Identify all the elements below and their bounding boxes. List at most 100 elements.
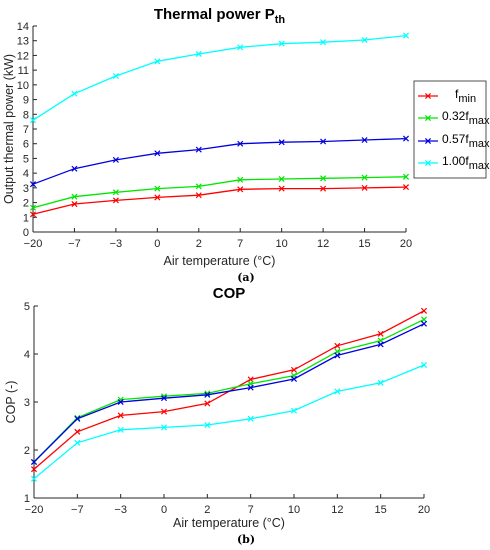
series-2 bbox=[29, 135, 410, 188]
data-point bbox=[160, 424, 168, 431]
x-tick-label: 20 bbox=[418, 504, 430, 516]
y-tick-label: 9 bbox=[23, 95, 29, 107]
y-tick-label: 4 bbox=[24, 349, 30, 361]
y-tick-label: 1 bbox=[23, 212, 29, 224]
data-point bbox=[320, 185, 327, 192]
x-tick-label: 2 bbox=[204, 504, 210, 516]
data-point bbox=[420, 362, 428, 369]
data-point bbox=[320, 39, 327, 46]
data-point bbox=[320, 138, 327, 145]
data-point bbox=[402, 32, 410, 39]
legend-entry-1: 0.32fmax bbox=[418, 109, 490, 127]
y-tick-label: 7 bbox=[23, 124, 29, 136]
data-point bbox=[154, 194, 161, 201]
data-point bbox=[74, 414, 81, 421]
y-tick-label: 2 bbox=[23, 198, 29, 210]
data-point bbox=[247, 384, 254, 391]
data-point bbox=[334, 352, 341, 359]
panel-label: (a) bbox=[237, 271, 255, 284]
data-point bbox=[278, 139, 285, 146]
data-point bbox=[290, 366, 298, 373]
y-tick-label: 10 bbox=[17, 80, 29, 92]
data-point bbox=[71, 193, 78, 200]
data-point bbox=[204, 391, 211, 398]
chart-title: Thermal power Pth bbox=[154, 6, 286, 26]
x-tick-label: 0 bbox=[154, 238, 160, 250]
x-tick-label: 2 bbox=[196, 238, 202, 250]
y-tick-label: 2 bbox=[24, 445, 30, 457]
series-3 bbox=[29, 32, 410, 124]
legend-label: 0.57fmax bbox=[442, 132, 490, 150]
data-point bbox=[361, 36, 368, 44]
data-point bbox=[402, 173, 410, 180]
data-point bbox=[117, 398, 124, 406]
series-line bbox=[32, 34, 407, 121]
series-0 bbox=[30, 307, 428, 473]
data-point bbox=[334, 342, 341, 349]
data-point bbox=[334, 388, 341, 395]
data-point bbox=[29, 204, 37, 211]
x-tick-label: 15 bbox=[375, 504, 387, 516]
data-point bbox=[30, 475, 38, 482]
data-point bbox=[117, 412, 124, 419]
x-tick-label: −7 bbox=[68, 238, 81, 250]
data-point bbox=[278, 40, 285, 47]
x-tick-label: 12 bbox=[331, 504, 343, 516]
panel-label: (b) bbox=[237, 533, 255, 546]
legend-entry-2: 0.57fmax bbox=[418, 132, 490, 150]
data-point bbox=[112, 73, 119, 80]
y-tick-label: 5 bbox=[24, 301, 30, 313]
data-point bbox=[247, 376, 254, 383]
data-point bbox=[71, 165, 78, 172]
series-0 bbox=[29, 184, 410, 218]
data-point bbox=[195, 146, 202, 153]
y-tick-label: 14 bbox=[17, 21, 29, 33]
x-axis-label: Air temperature (°C) bbox=[164, 254, 276, 268]
y-tick-label: 4 bbox=[23, 168, 29, 180]
series-3 bbox=[30, 362, 428, 482]
series-line bbox=[32, 186, 407, 215]
x-tick-label: 10 bbox=[288, 504, 300, 516]
data-point bbox=[112, 197, 119, 204]
legend: fmin 0.32fmax 0.57fmax 1.00fmax bbox=[413, 80, 490, 179]
data-point bbox=[204, 422, 211, 429]
series-line bbox=[33, 364, 425, 480]
series-2 bbox=[30, 320, 428, 466]
y-tick-label: 1 bbox=[24, 493, 30, 505]
data-point bbox=[74, 428, 81, 435]
data-point bbox=[361, 184, 368, 191]
data-point bbox=[402, 184, 410, 191]
x-tick-label: −7 bbox=[71, 504, 84, 516]
x-tick-label: −3 bbox=[110, 238, 123, 250]
data-point bbox=[237, 140, 244, 147]
x-tick-label: −20 bbox=[25, 504, 44, 516]
legend-entry-0: fmin bbox=[418, 87, 476, 105]
data-point bbox=[237, 186, 244, 193]
data-point bbox=[420, 320, 428, 327]
y-tick-label: 6 bbox=[23, 139, 29, 151]
y-tick-label: 3 bbox=[23, 183, 29, 195]
data-point bbox=[290, 407, 298, 414]
x-tick-label: 20 bbox=[400, 238, 412, 250]
x-tick-label: 7 bbox=[237, 238, 243, 250]
series-line bbox=[32, 176, 407, 209]
data-point bbox=[74, 415, 81, 422]
data-point bbox=[377, 379, 384, 386]
data-point bbox=[112, 156, 119, 163]
data-point bbox=[361, 174, 368, 181]
series-line bbox=[33, 318, 425, 463]
y-axis-label: COP (-) bbox=[4, 381, 18, 424]
data-point bbox=[195, 50, 202, 57]
data-point bbox=[377, 330, 384, 337]
data-point bbox=[160, 395, 168, 402]
data-point bbox=[154, 58, 161, 65]
data-point bbox=[30, 458, 38, 466]
legend-entry-3: 1.00fmax bbox=[418, 154, 490, 172]
data-point bbox=[74, 439, 81, 446]
y-tick-label: 3 bbox=[24, 397, 30, 409]
chart-title: COP bbox=[213, 285, 246, 302]
data-point bbox=[195, 183, 202, 190]
data-point bbox=[204, 400, 211, 407]
data-point bbox=[361, 137, 368, 144]
data-point bbox=[71, 90, 78, 97]
